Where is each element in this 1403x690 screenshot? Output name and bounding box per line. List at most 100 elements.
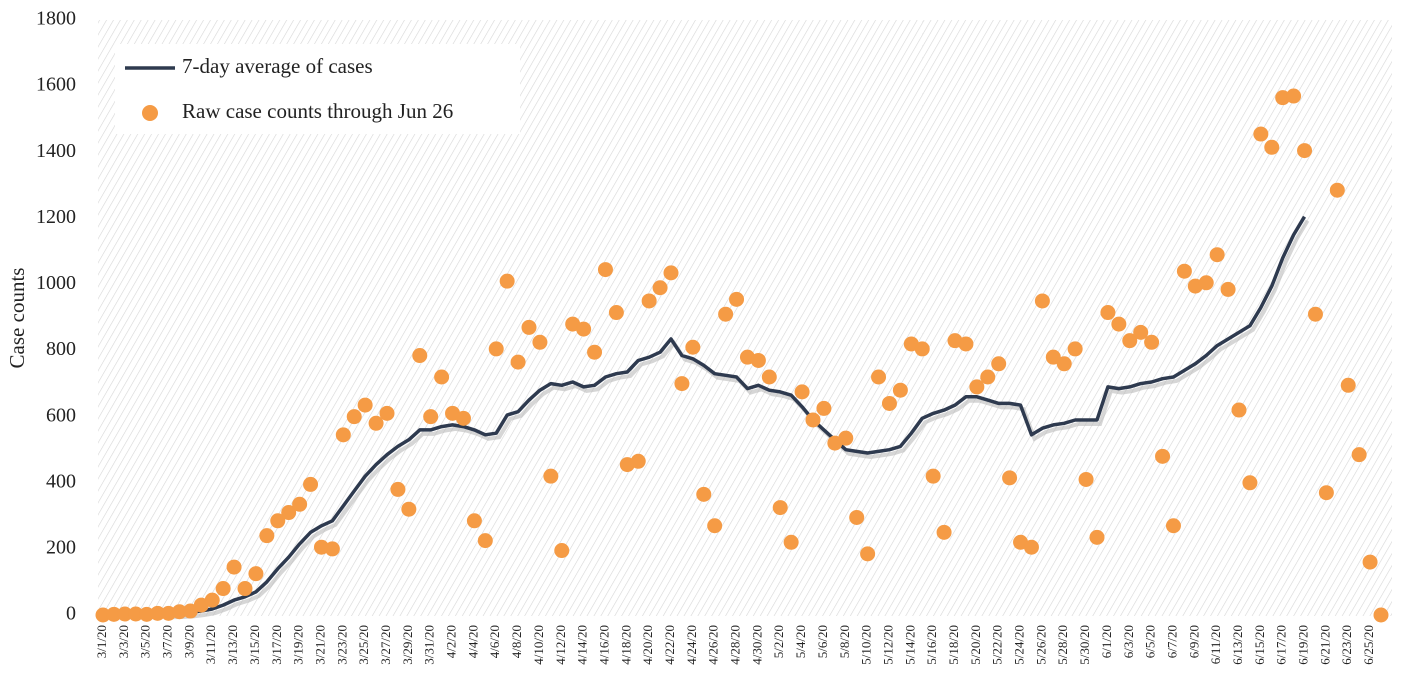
x-tick-label: 4/10/20 bbox=[531, 625, 546, 665]
raw-count-dot bbox=[303, 476, 319, 492]
raw-count-dot bbox=[860, 546, 876, 562]
raw-count-dot bbox=[455, 410, 471, 426]
raw-count-dot bbox=[499, 273, 515, 289]
x-tick-label: 4/8/20 bbox=[509, 625, 524, 658]
x-tick-label: 3/7/20 bbox=[160, 625, 175, 658]
raw-count-dot bbox=[106, 606, 122, 622]
raw-count-dot bbox=[674, 376, 690, 392]
raw-count-dot bbox=[630, 453, 646, 469]
x-tick-label: 3/5/20 bbox=[138, 625, 153, 658]
raw-count-dot bbox=[1078, 471, 1094, 487]
x-tick-label: 6/5/20 bbox=[1143, 625, 1158, 658]
raw-count-dot bbox=[794, 384, 810, 400]
raw-count-dot bbox=[390, 481, 406, 497]
raw-count-dot bbox=[1220, 281, 1236, 297]
raw-count-dot bbox=[805, 412, 821, 428]
raw-count-dot bbox=[477, 533, 493, 549]
raw-count-dot bbox=[685, 339, 701, 355]
x-tick-label: 4/26/20 bbox=[706, 625, 721, 665]
raw-count-dot bbox=[281, 505, 297, 521]
x-tick-label: 5/4/20 bbox=[793, 625, 808, 658]
raw-count-dot bbox=[1165, 518, 1181, 534]
x-tick-label: 3/23/20 bbox=[334, 625, 349, 665]
raw-count-dot bbox=[248, 566, 264, 582]
raw-count-dot bbox=[1329, 182, 1345, 198]
x-tick-label: 5/10/20 bbox=[859, 625, 874, 665]
x-tick-label: 3/17/20 bbox=[269, 625, 284, 665]
raw-count-dot bbox=[412, 348, 428, 364]
raw-count-dot bbox=[761, 369, 777, 385]
raw-count-dot bbox=[1100, 305, 1116, 321]
x-tick-label: 4/28/20 bbox=[728, 625, 743, 665]
x-tick-label: 5/20/20 bbox=[968, 625, 983, 665]
raw-count-dot bbox=[597, 262, 613, 278]
raw-count-dot bbox=[204, 592, 220, 608]
x-tick-label: 3/1/20 bbox=[94, 625, 109, 658]
x-tick-label: 5/22/20 bbox=[990, 625, 1005, 665]
x-tick-label: 5/24/20 bbox=[1012, 625, 1027, 665]
raw-count-dot bbox=[1111, 316, 1127, 332]
x-tick-label: 6/9/20 bbox=[1186, 625, 1201, 658]
x-tick-label: 5/14/20 bbox=[902, 625, 917, 665]
raw-count-dot bbox=[1176, 263, 1192, 279]
raw-count-dot bbox=[980, 369, 996, 385]
raw-count-dot bbox=[936, 524, 952, 540]
x-tick-label: 6/23/20 bbox=[1339, 625, 1354, 665]
raw-count-dot bbox=[434, 369, 450, 385]
raw-count-dot bbox=[718, 306, 734, 322]
x-tick-label: 3/9/20 bbox=[181, 625, 196, 658]
x-tick-label: 4/4/20 bbox=[465, 625, 480, 658]
raw-count-dot bbox=[696, 486, 712, 502]
y-tick-label: 600 bbox=[46, 404, 76, 426]
raw-count-dot bbox=[608, 305, 624, 321]
raw-count-dot bbox=[171, 604, 187, 620]
raw-count-dot bbox=[346, 409, 362, 425]
x-tick-label: 4/30/20 bbox=[749, 625, 764, 665]
raw-count-dot bbox=[368, 415, 384, 431]
x-tick-label: 4/24/20 bbox=[684, 625, 699, 665]
y-tick-label: 1000 bbox=[36, 272, 76, 294]
raw-count-dot bbox=[1264, 139, 1280, 155]
x-tick-label: 4/18/20 bbox=[618, 625, 633, 665]
raw-count-dot bbox=[1056, 356, 1072, 372]
raw-count-dot bbox=[1209, 247, 1225, 263]
raw-count-dot bbox=[914, 341, 930, 357]
x-tick-label: 4/12/20 bbox=[553, 625, 568, 665]
raw-count-dot bbox=[1362, 554, 1378, 570]
x-tick-label: 3/19/20 bbox=[291, 625, 306, 665]
x-tick-label: 3/3/20 bbox=[116, 625, 131, 658]
raw-count-dot bbox=[1373, 607, 1389, 623]
raw-count-dot bbox=[543, 468, 559, 484]
raw-count-dot bbox=[510, 354, 526, 370]
raw-count-dot bbox=[1231, 402, 1247, 418]
raw-count-dot bbox=[237, 581, 253, 597]
raw-count-dot bbox=[969, 379, 985, 395]
raw-count-dot bbox=[488, 341, 504, 357]
raw-count-dot bbox=[750, 352, 766, 368]
x-tick-label: 5/2/20 bbox=[771, 625, 786, 658]
raw-count-dot bbox=[1045, 349, 1061, 365]
raw-count-dot bbox=[292, 496, 308, 512]
raw-count-dot bbox=[150, 605, 166, 621]
raw-count-dot bbox=[532, 334, 548, 350]
x-tick-label: 6/1/20 bbox=[1099, 625, 1114, 658]
x-tick-label: 3/31/20 bbox=[422, 625, 437, 665]
y-tick-label: 200 bbox=[46, 536, 76, 558]
y-tick-label: 1200 bbox=[36, 206, 76, 228]
x-tick-label: 5/26/20 bbox=[1033, 625, 1048, 665]
raw-count-dot bbox=[1133, 324, 1149, 340]
raw-count-dot bbox=[324, 541, 340, 557]
y-tick-label: 800 bbox=[46, 338, 76, 360]
x-tick-label: 5/30/20 bbox=[1077, 625, 1092, 665]
raw-count-dot bbox=[892, 382, 908, 398]
raw-count-dot bbox=[641, 293, 657, 309]
raw-count-dot bbox=[1089, 529, 1105, 545]
raw-count-dot bbox=[270, 513, 286, 529]
raw-count-dot bbox=[1318, 485, 1334, 501]
raw-count-dot bbox=[958, 336, 974, 352]
raw-count-dot bbox=[838, 430, 854, 446]
raw-count-dot bbox=[379, 405, 395, 421]
raw-count-dot bbox=[1242, 475, 1258, 491]
average-line bbox=[168, 215, 1307, 616]
